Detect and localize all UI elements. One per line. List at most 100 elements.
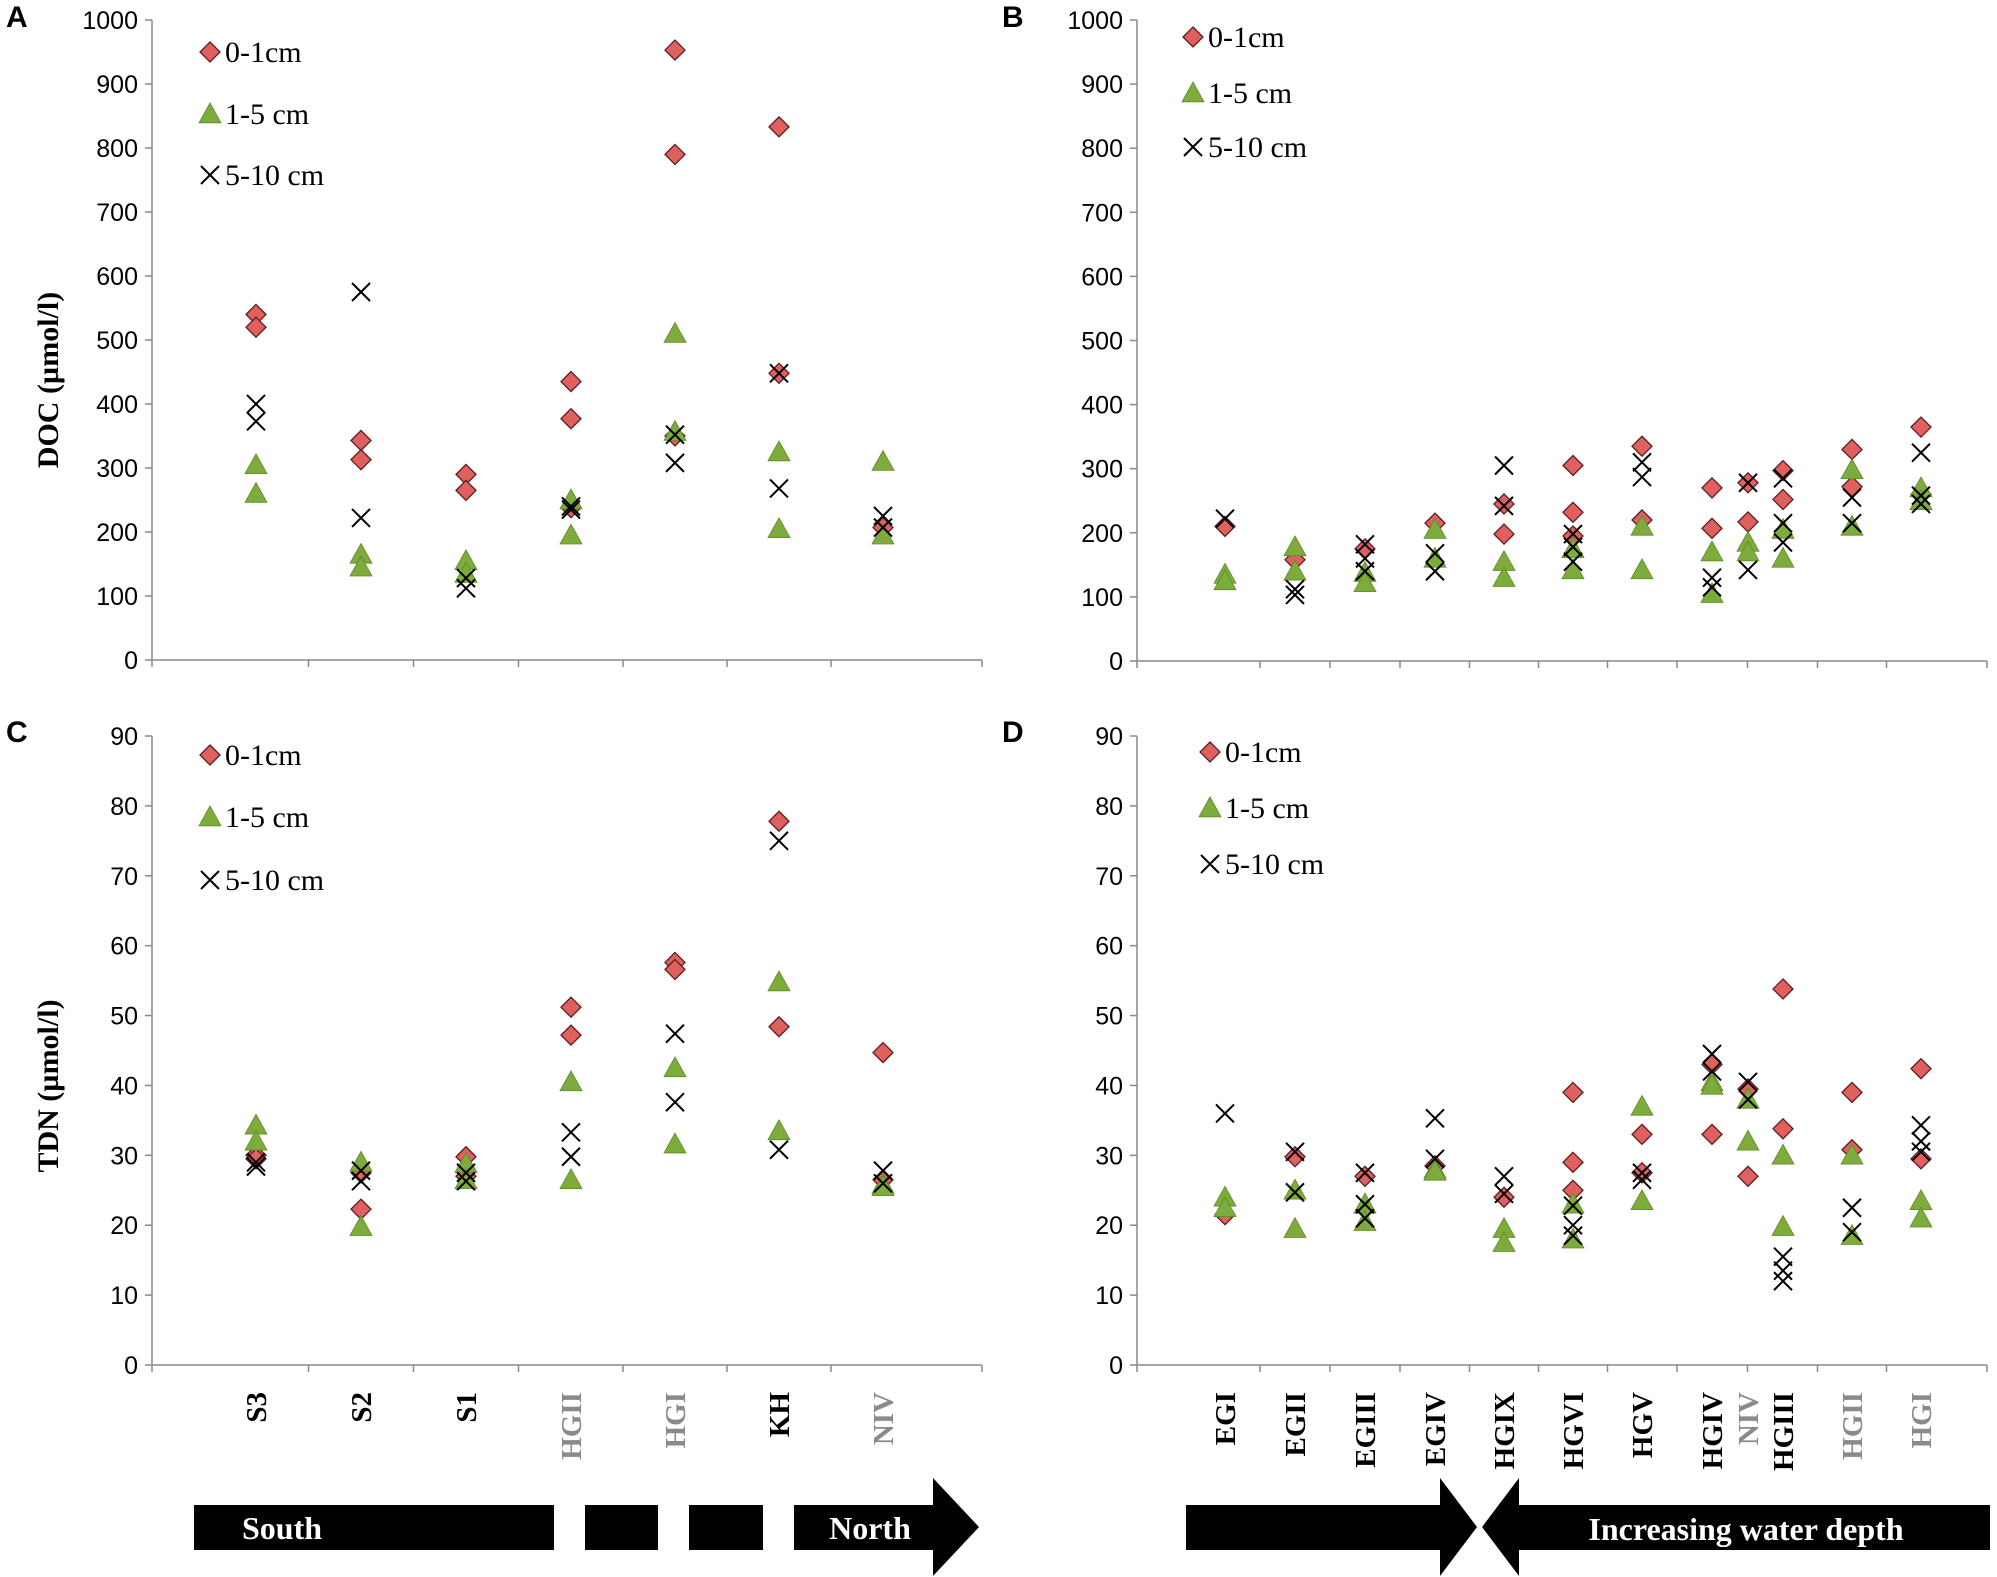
legend-marker — [199, 744, 221, 766]
data-point — [1630, 1188, 1654, 1210]
data-point — [1423, 1159, 1447, 1181]
data-point — [1702, 567, 1722, 588]
data-point — [1494, 1166, 1514, 1187]
data-point — [1702, 1061, 1722, 1082]
data-point — [1700, 540, 1724, 562]
y-tick-label: 200 — [1081, 520, 1123, 548]
data-point — [873, 517, 893, 538]
data-point — [1425, 561, 1445, 581]
data-point — [1631, 1123, 1653, 1146]
legend-label: 0-1cm — [225, 36, 302, 69]
y-tick-label: 600 — [1081, 263, 1123, 291]
data-point — [1911, 442, 1931, 463]
data-point — [1285, 585, 1305, 605]
legend-label: 5-10 cm — [225, 864, 324, 897]
y-tick-label: 20 — [1095, 1212, 1123, 1240]
data-point — [1561, 1192, 1585, 1214]
data-point — [244, 1129, 268, 1151]
direction-arrows: South North Increasing water depth — [194, 1478, 1990, 1576]
legend: 0-1cm 1-5 cm 5-10 cm — [1181, 21, 1307, 164]
data-point — [1561, 558, 1585, 580]
data-point — [1911, 1131, 1931, 1152]
category-label: HGV — [1627, 1392, 1659, 1458]
south-label: South — [242, 1510, 322, 1546]
depth-label: Increasing water depth — [1588, 1511, 1903, 1547]
data-point — [1284, 1145, 1306, 1168]
data-point — [1773, 1260, 1793, 1281]
y-tick-label: 90 — [1095, 723, 1123, 751]
y-axis-title: DOC (µmol/l) — [32, 292, 65, 468]
y-tick-label: 1000 — [82, 7, 138, 35]
data-point — [1736, 540, 1760, 562]
data-point — [559, 1070, 583, 1092]
series-5-10cm — [1215, 442, 1931, 605]
data-point — [1737, 1165, 1759, 1188]
data-point — [1562, 454, 1584, 477]
panel-letter: C — [6, 716, 28, 749]
data-point — [1738, 473, 1758, 493]
data-point — [1213, 569, 1237, 591]
y-tick-label: 100 — [96, 583, 138, 611]
legend-marker — [1198, 796, 1222, 818]
y-tick-label: 80 — [1095, 793, 1123, 821]
category-label: HGII — [1837, 1392, 1869, 1460]
data-point — [1354, 1165, 1376, 1188]
data-point — [769, 831, 789, 851]
arrow-bar-segment — [585, 1505, 658, 1550]
data-point — [1353, 570, 1377, 592]
category-label: HGI — [660, 1392, 692, 1448]
category-label: S1 — [451, 1392, 483, 1423]
data-point — [559, 523, 583, 545]
legend-marker — [1199, 741, 1221, 763]
legend-label: 1-5 cm — [225, 801, 309, 834]
panel-a: A 0 100 200 300 400 500 600 700 800 900 1000 DOC (µm… — [6, 1, 983, 675]
data-point — [1563, 1215, 1583, 1235]
data-point — [871, 1174, 895, 1196]
data-point — [351, 1161, 371, 1181]
data-point — [1285, 1182, 1305, 1203]
data-point — [768, 115, 790, 138]
y-tick-label: 40 — [1095, 1072, 1123, 1100]
legend-marker — [200, 870, 220, 890]
data-point — [768, 1015, 790, 1038]
data-point — [663, 419, 687, 441]
data-point — [1355, 534, 1375, 555]
data-point — [767, 1119, 791, 1141]
depth-arrow-right — [1186, 1478, 1477, 1576]
data-point — [1355, 1163, 1375, 1183]
data-point — [1910, 1147, 1932, 1170]
y-tick-label: 900 — [1081, 71, 1123, 99]
legend-label: 0-1cm — [1208, 21, 1285, 54]
category-label: NIV — [1733, 1392, 1765, 1445]
data-point — [1738, 560, 1758, 580]
data-point — [769, 1140, 789, 1160]
panel-d: D 0 10 20 30 40 50 60 70 80 90 EGI EGII EGIII EGIV HGIX… — [1002, 716, 1988, 1471]
data-point — [1910, 416, 1932, 438]
category-label: HGIX — [1489, 1392, 1521, 1469]
data-point — [664, 143, 686, 166]
series-5-10cm — [1215, 1044, 1931, 1291]
legend-marker — [1182, 26, 1204, 48]
data-point — [1214, 515, 1236, 538]
data-point — [1840, 458, 1864, 480]
data-point — [1423, 546, 1447, 568]
data-point — [1701, 1123, 1723, 1146]
data-point — [663, 321, 687, 343]
data-point — [1772, 1117, 1794, 1140]
series-0-1cm — [1214, 978, 1932, 1226]
data-point — [1771, 1143, 1795, 1165]
category-label: HGIII — [1768, 1392, 1800, 1471]
data-point — [1285, 1142, 1305, 1162]
data-point — [1911, 485, 1931, 506]
y-tick-label: 20 — [110, 1212, 138, 1240]
panel-b: B 0 100 200 300 400 500 600 700 800 900 1000 0-1cm 1-… — [1002, 1, 1988, 676]
data-point — [1910, 1057, 1932, 1080]
y-tick-label: 0 — [124, 647, 138, 675]
data-point — [1283, 1216, 1307, 1238]
y-tick-label: 10 — [1095, 1282, 1123, 1310]
y-tick-label: 70 — [1095, 863, 1123, 891]
data-point — [349, 555, 373, 577]
legend-label: 1-5 cm — [225, 98, 309, 131]
category-label: HGVI — [1558, 1392, 1590, 1469]
panel-letter: B — [1002, 1, 1024, 34]
